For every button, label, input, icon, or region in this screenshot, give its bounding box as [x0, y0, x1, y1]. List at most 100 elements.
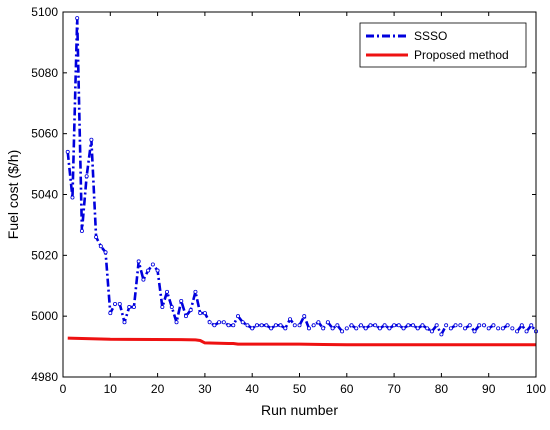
y-tick-label: 4980: [31, 370, 58, 384]
y-tick-label: 5100: [31, 5, 58, 19]
ssso-point: [79, 228, 84, 233]
ssso-point: [226, 323, 231, 328]
ssso-point: [103, 250, 108, 255]
ssso-point: [250, 326, 255, 331]
ssso-point: [283, 326, 288, 331]
ssso-point: [160, 305, 165, 310]
x-tick-label: 40: [246, 382, 260, 396]
ssso-point: [477, 323, 482, 328]
ssso-point: [363, 326, 368, 331]
ssso-point: [529, 323, 534, 328]
ssso-point: [269, 326, 274, 331]
ssso-point: [439, 332, 444, 337]
proposed-series: [67, 336, 536, 347]
ssso-point: [335, 323, 340, 328]
ssso-point: [519, 323, 524, 328]
ssso-point: [354, 326, 359, 331]
ssso-point: [429, 329, 434, 334]
ssso-point: [94, 235, 99, 240]
x-tick-label: 80: [435, 382, 449, 396]
ssso-line: [66, 16, 538, 336]
ssso-point: [70, 195, 75, 200]
ssso-point: [316, 320, 321, 325]
ssso-point: [515, 329, 520, 334]
ssso-point: [344, 326, 349, 331]
ssso-point: [463, 326, 468, 331]
ssso-point: [98, 244, 103, 249]
ssso-point: [358, 323, 363, 328]
ssso-point: [396, 323, 401, 328]
ssso-point: [131, 305, 136, 310]
x-tick-label: 50: [293, 382, 307, 396]
ssso-point: [122, 320, 127, 325]
ssso-point: [406, 323, 411, 328]
ssso-point: [302, 314, 307, 319]
ssso-point: [84, 174, 89, 179]
x-tick-label: 30: [198, 382, 212, 396]
ssso-point: [311, 323, 316, 328]
ssso-point: [254, 323, 259, 328]
legend-box: [359, 22, 527, 68]
y-axis-label: Fuel cost ($/h): [5, 150, 21, 239]
y-tick-label: 5040: [31, 188, 58, 202]
ssso-point: [188, 308, 193, 313]
ssso-point: [65, 149, 70, 154]
ssso-point: [245, 323, 250, 328]
ssso-point: [325, 320, 330, 325]
x-axis-label: Run number: [261, 402, 338, 418]
x-axis: 0 10 20 30 40 50 60 70 80 90 100: [60, 12, 546, 396]
plot-area: [63, 12, 536, 377]
ssso-point: [75, 16, 80, 21]
ssso-point: [217, 320, 222, 325]
ssso-point: [198, 311, 203, 316]
ssso-point: [491, 323, 496, 328]
ssso-point: [382, 323, 387, 328]
ssso-point: [273, 323, 278, 328]
ssso-point: [306, 326, 311, 331]
ssso-point: [448, 326, 453, 331]
y-axis: 4980 5000 5020 5040 5060 5080 5100: [31, 5, 536, 384]
ssso-point: [127, 305, 132, 310]
ssso-point: [136, 259, 141, 264]
ssso-point: [387, 326, 392, 331]
ssso-point: [500, 326, 505, 331]
ssso-point: [444, 323, 449, 328]
ssso-point: [481, 323, 486, 328]
ssso-point: [264, 323, 269, 328]
ssso-point: [221, 320, 226, 325]
y-tick-label: 5080: [31, 66, 58, 80]
ssso-point: [425, 326, 430, 331]
ssso-point: [321, 326, 326, 331]
ssso-point: [155, 268, 160, 273]
ssso-point: [420, 323, 425, 328]
x-tick-label: 90: [482, 382, 496, 396]
ssso-point: [524, 329, 529, 334]
ssso-point: [458, 323, 463, 328]
x-tick-label: 60: [340, 382, 354, 396]
ssso-point: [240, 320, 245, 325]
ssso-point: [392, 323, 397, 328]
y-tick-label: 5060: [31, 127, 58, 141]
ssso-point: [368, 323, 373, 328]
ssso-point: [202, 311, 207, 316]
ssso-point: [278, 323, 283, 328]
ssso-point: [415, 326, 420, 331]
x-tick-label: 10: [104, 382, 118, 396]
ssso-point: [510, 326, 515, 331]
ssso-point: [169, 305, 174, 310]
ssso-point: [236, 314, 241, 319]
ssso-point: [207, 320, 212, 325]
ssso-point: [472, 329, 477, 334]
ssso-point: [183, 314, 188, 319]
proposed-line: [67, 336, 536, 347]
ssso-point: [373, 323, 378, 328]
ssso-point: [117, 301, 122, 306]
ssso-point: [288, 317, 293, 322]
legend: SSSO Proposed method: [359, 22, 527, 68]
x-tick-label: 70: [387, 382, 401, 396]
ssso-point: [401, 326, 406, 331]
ssso-point: [486, 326, 491, 331]
ssso-series: [65, 16, 539, 337]
ssso-point: [89, 137, 94, 142]
ssso-point: [377, 326, 382, 331]
